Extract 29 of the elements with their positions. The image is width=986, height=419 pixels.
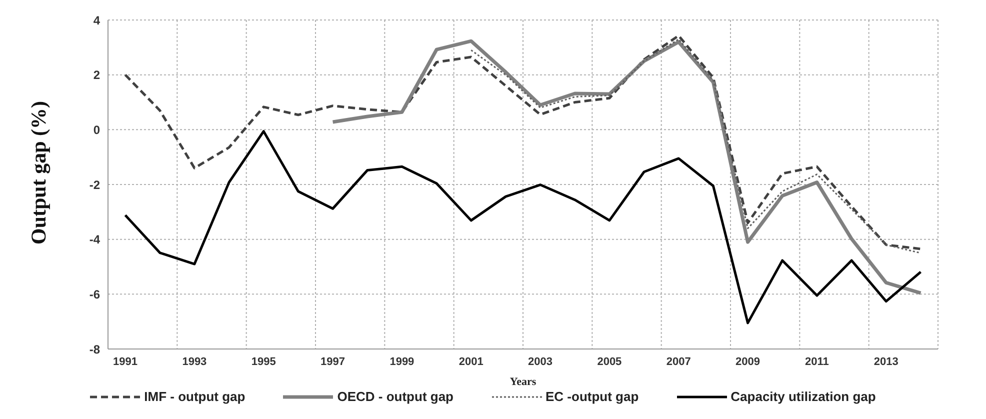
y-tick-label: -2 xyxy=(89,178,100,192)
x-tick-label: 2005 xyxy=(597,356,622,368)
legend-label: OECD - output gap xyxy=(337,389,454,404)
legend-label: IMF - output gap xyxy=(144,389,246,404)
x-tick-label: 1995 xyxy=(251,356,276,368)
y-tick-label: 0 xyxy=(93,122,100,137)
legend-label: EC -output gap xyxy=(546,389,639,404)
y-tick-label: -4 xyxy=(89,232,100,247)
x-tick-label: 2003 xyxy=(528,356,553,368)
line-series xyxy=(124,34,922,250)
x-tick-label: 2013 xyxy=(874,356,898,368)
x-axis-title: Years xyxy=(510,376,537,388)
y-tick-label: 4 xyxy=(93,13,100,28)
x-tick-label: 1993 xyxy=(182,356,207,368)
x-tick-label: 2007 xyxy=(666,356,691,368)
x-tick-label: 2009 xyxy=(736,356,760,368)
legend-label: Capacity utilization gap xyxy=(730,389,876,404)
x-tick-label: 2011 xyxy=(805,356,829,368)
line-series xyxy=(331,39,922,295)
x-tick-label: 1997 xyxy=(320,356,346,368)
y-tick-label: -8 xyxy=(89,342,100,356)
x-tick-label: 1999 xyxy=(390,356,414,368)
x-tick-label: 1991 xyxy=(113,356,138,368)
y-axis-title: Output gap (%) xyxy=(26,100,50,244)
x-tick-label: 2001 xyxy=(458,356,484,368)
line-series xyxy=(470,38,922,254)
line-series xyxy=(124,130,922,324)
y-tick-label: -6 xyxy=(89,287,100,302)
y-tick-label: 2 xyxy=(93,68,100,82)
